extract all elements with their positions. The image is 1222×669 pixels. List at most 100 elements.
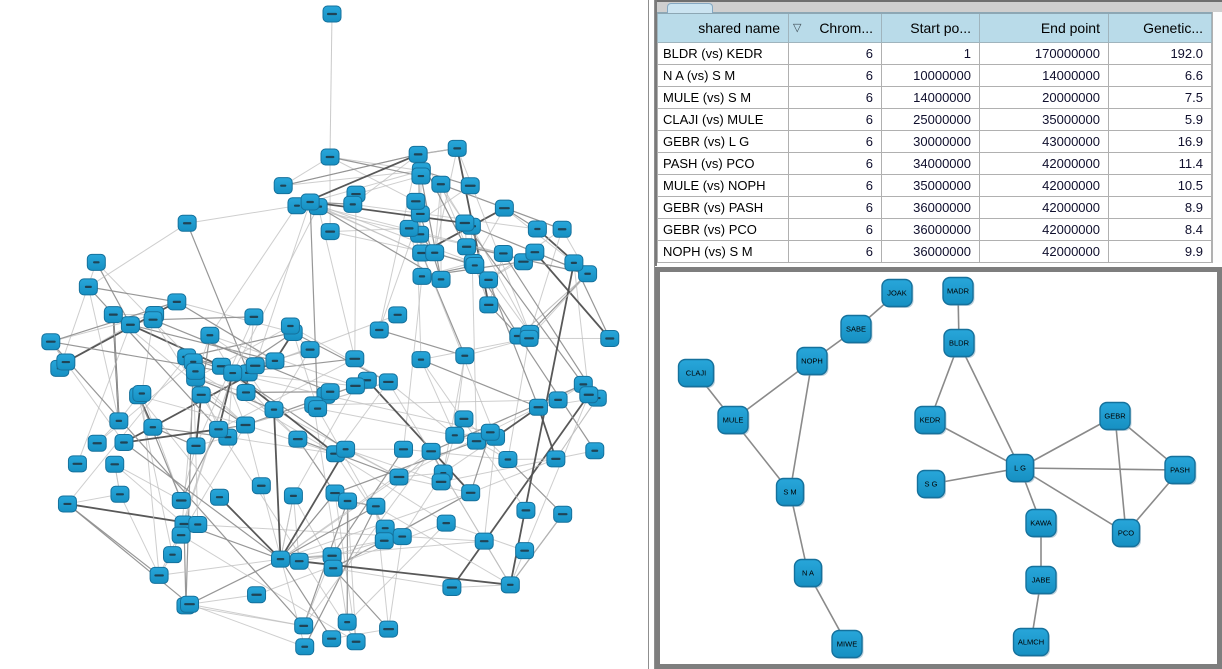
network-node[interactable] xyxy=(379,620,399,638)
network-node[interactable] xyxy=(436,514,456,532)
network-edge[interactable] xyxy=(313,399,559,406)
network-edge[interactable] xyxy=(332,567,390,630)
network-edge[interactable] xyxy=(88,286,177,303)
cell-shared-name[interactable]: N A (vs) S M xyxy=(657,64,789,87)
subnetwork-node-sm[interactable]: S M xyxy=(775,477,806,508)
table-row[interactable]: MULE (vs) S M 6 14000000 20000000 7.5 xyxy=(657,86,1212,109)
network-edge[interactable] xyxy=(67,503,190,605)
network-edge[interactable] xyxy=(292,332,319,409)
network-edge[interactable] xyxy=(280,492,471,560)
network-node[interactable] xyxy=(210,488,230,506)
network-edge[interactable] xyxy=(388,381,456,436)
network-edge[interactable] xyxy=(375,505,511,586)
network-node[interactable] xyxy=(188,516,208,534)
network-edge[interactable] xyxy=(483,437,497,542)
main-network-view[interactable] xyxy=(0,0,648,669)
network-edge[interactable] xyxy=(273,409,282,560)
network-node[interactable] xyxy=(251,477,271,495)
network-node[interactable] xyxy=(553,505,573,523)
cell-value[interactable]: 6.6 xyxy=(1108,64,1212,87)
network-node[interactable] xyxy=(86,253,106,271)
subnetwork-node-claji[interactable]: CLAJI xyxy=(677,358,716,389)
column-header-end-point[interactable]: End point xyxy=(979,12,1109,43)
network-node[interactable] xyxy=(564,254,584,272)
network-edge[interactable] xyxy=(309,201,422,254)
subnetwork-edge-sg-lg[interactable] xyxy=(930,467,1021,485)
network-node[interactable] xyxy=(103,306,123,324)
cell-value[interactable]: 30000000 xyxy=(881,130,980,153)
network-node[interactable] xyxy=(244,308,264,326)
network-edge[interactable] xyxy=(180,534,357,643)
network-edge[interactable] xyxy=(379,329,465,357)
network-node[interactable] xyxy=(41,333,61,351)
network-node[interactable] xyxy=(442,578,462,596)
network-node[interactable] xyxy=(425,244,445,262)
network-node[interactable] xyxy=(431,473,451,491)
network-edge[interactable] xyxy=(280,540,485,560)
cell-value[interactable]: 5.9 xyxy=(1108,108,1212,131)
network-edge[interactable] xyxy=(232,206,319,374)
network-edge[interactable] xyxy=(187,205,298,224)
network-edge[interactable] xyxy=(403,448,508,460)
network-node[interactable] xyxy=(209,420,229,438)
network-edge[interactable] xyxy=(183,372,234,525)
network-node[interactable] xyxy=(280,317,300,335)
network-node[interactable] xyxy=(177,214,197,232)
network-node[interactable] xyxy=(283,487,303,505)
network-edge[interactable] xyxy=(464,222,584,385)
network-node[interactable] xyxy=(552,220,572,238)
network-edge[interactable] xyxy=(95,262,131,326)
network-node[interactable] xyxy=(167,293,187,311)
cell-value[interactable]: 36000000 xyxy=(881,240,980,263)
subnetwork-node-gebr[interactable]: GEBR xyxy=(1099,401,1132,432)
network-edge[interactable] xyxy=(509,262,575,585)
network-node[interactable] xyxy=(411,167,431,185)
network-node[interactable] xyxy=(320,223,340,241)
network-node[interactable] xyxy=(431,270,451,288)
network-edge[interactable] xyxy=(123,442,281,560)
network-edge[interactable] xyxy=(189,558,281,605)
network-edge[interactable] xyxy=(279,448,347,560)
network-edge[interactable] xyxy=(352,203,538,230)
network-edge[interactable] xyxy=(195,377,246,426)
network-edge[interactable] xyxy=(537,406,557,460)
subnetwork-node-pco[interactable]: PCO xyxy=(1111,518,1142,549)
network-edge[interactable] xyxy=(280,476,400,560)
subnetwork-node-miwe[interactable]: MIWE xyxy=(831,629,864,660)
network-node[interactable] xyxy=(465,256,485,274)
cell-value[interactable]: 6 xyxy=(788,64,882,87)
subnetwork-edge-lg-pash[interactable] xyxy=(1019,467,1181,471)
network-edge[interactable] xyxy=(227,373,234,438)
subnetwork-node-sg[interactable]: S G xyxy=(916,469,947,500)
cell-shared-name[interactable]: CLAJI (vs) MULE xyxy=(657,108,789,131)
network-edge[interactable] xyxy=(153,316,254,321)
subnetwork-edge-lg-gebr[interactable] xyxy=(1019,415,1116,469)
table-row[interactable]: NOPH (vs) S M 6 36000000 42000000 9.9 xyxy=(657,240,1212,263)
network-node[interactable] xyxy=(336,440,356,458)
network-node[interactable] xyxy=(431,175,451,193)
network-edge[interactable] xyxy=(297,438,400,478)
network-node[interactable] xyxy=(346,633,366,651)
network-node[interactable] xyxy=(300,341,320,359)
network-node[interactable] xyxy=(519,329,539,347)
network-edge[interactable] xyxy=(114,463,182,501)
network-edge[interactable] xyxy=(420,359,539,408)
network-edge[interactable] xyxy=(524,394,590,551)
network-node[interactable] xyxy=(500,576,520,594)
network-edge[interactable] xyxy=(434,148,458,253)
network-node[interactable] xyxy=(479,296,499,314)
network-edge[interactable] xyxy=(186,223,249,374)
network-edge[interactable] xyxy=(555,397,598,460)
cell-value[interactable]: 36000000 xyxy=(881,218,980,241)
network-node[interactable] xyxy=(579,386,599,404)
filter-icon[interactable]: ▽ xyxy=(793,22,802,34)
cell-value[interactable]: 14000000 xyxy=(979,64,1109,87)
network-edge[interactable] xyxy=(279,558,333,640)
network-node[interactable] xyxy=(455,347,475,365)
subnetwork-edge-lg-pco[interactable] xyxy=(1019,467,1127,534)
network-node[interactable] xyxy=(474,532,494,550)
column-header-shared-name[interactable]: shared name xyxy=(657,12,789,43)
subnetwork-node-noph[interactable]: NOPH xyxy=(796,346,829,377)
network-node[interactable] xyxy=(494,199,514,217)
network-edge[interactable] xyxy=(87,286,120,422)
